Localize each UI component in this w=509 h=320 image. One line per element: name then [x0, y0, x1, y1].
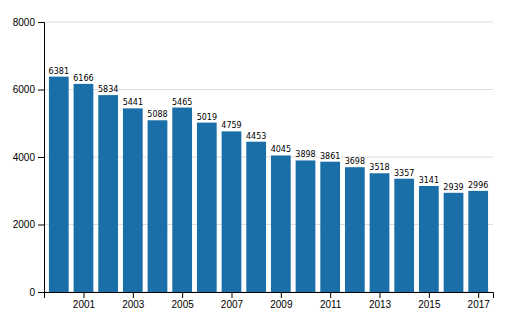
x-tick-label: 2017 — [468, 299, 491, 310]
y-tick-mark — [38, 157, 44, 158]
grid — [44, 22, 493, 292]
x-tick: 2007 — [221, 292, 244, 310]
bar — [370, 173, 390, 292]
x-tick-mark — [429, 292, 430, 298]
bar — [345, 167, 365, 292]
y-tick-label: 8000 — [13, 17, 36, 28]
y-tick: 6000 — [13, 84, 44, 95]
bar — [419, 186, 439, 292]
y-tick-label: 2000 — [13, 219, 36, 230]
plot: 6381 6166 5834 5441 5088 5465 5019 4759 4453 4045… — [13, 17, 494, 310]
bar — [296, 160, 316, 292]
bar — [246, 142, 266, 292]
x-tick-label: 2013 — [369, 299, 392, 310]
x-tick-label: 2007 — [221, 299, 244, 310]
x-tick-mark — [182, 292, 183, 298]
x-tick: 2017 — [468, 292, 491, 310]
y-tick-label: 6000 — [13, 84, 36, 95]
x-tick-mark — [83, 292, 84, 298]
bar — [172, 108, 192, 292]
bar — [320, 162, 340, 292]
y-tick-label: 4000 — [13, 152, 36, 163]
bar — [222, 131, 242, 292]
x-tick-label: 2005 — [172, 299, 195, 310]
y-tick-mark — [38, 225, 44, 226]
bar — [74, 84, 94, 292]
y-tick-label: 0 — [29, 287, 35, 298]
bars — [49, 77, 488, 292]
data-label: 6381 — [49, 67, 69, 76]
data-label: 6166 — [73, 74, 93, 83]
y-tick: 4000 — [13, 152, 44, 163]
y-tick-mark — [38, 90, 44, 91]
data-label: 4453 — [246, 132, 266, 141]
bar — [394, 179, 414, 292]
bar — [98, 95, 118, 292]
x-tick-mark — [380, 292, 381, 298]
x-tick: 2001 — [73, 292, 96, 310]
x-tick-label: 2001 — [73, 299, 96, 310]
bar — [123, 108, 143, 292]
data-label: 3518 — [369, 163, 389, 172]
axis-line — [38, 23, 45, 293]
data-label: 3698 — [345, 157, 365, 166]
bar — [197, 123, 217, 292]
x-tick-mark — [330, 292, 331, 298]
x-tick: 2015 — [418, 292, 441, 310]
data-label: 5088 — [147, 110, 167, 119]
data-labels: 6381 6166 5834 5441 5088 5465 5019 4759 4453 4045… — [49, 67, 489, 192]
bar — [271, 155, 291, 292]
data-label: 3141 — [419, 176, 439, 185]
data-label: 2939 — [443, 183, 463, 192]
data-label: 3357 — [394, 169, 414, 178]
grid-line — [44, 22, 493, 23]
data-label: 5441 — [123, 98, 143, 107]
data-label: 4045 — [271, 145, 291, 154]
y-tick: 0 — [29, 287, 44, 298]
x-tick-label: 2003 — [122, 299, 145, 310]
bar — [49, 77, 69, 292]
x-axis: 2001 2003 2005 2007 2009 2011 2013 2015 2017 — [45, 292, 494, 310]
bar — [468, 191, 488, 292]
chart: 6381 6166 5834 5441 5088 5465 5019 4759 4453 4045… — [0, 0, 509, 320]
data-label: 5465 — [172, 98, 192, 107]
y-tick: 2000 — [13, 219, 44, 230]
x-tick-label: 2011 — [320, 299, 342, 310]
y-tick-mark — [38, 22, 44, 23]
data-label: 2996 — [468, 181, 488, 190]
y-tick: 8000 — [13, 17, 44, 28]
bar — [148, 120, 168, 292]
axis-line — [45, 293, 494, 299]
x-tick-label: 2015 — [418, 299, 441, 310]
x-tick: 2009 — [270, 292, 293, 310]
x-tick: 2011 — [320, 292, 342, 310]
data-label: 5019 — [197, 113, 217, 122]
x-tick: 2013 — [369, 292, 392, 310]
x-tick: 2005 — [172, 292, 195, 310]
y-axis: 0 2000 4000 6000 8000 — [13, 17, 45, 298]
data-label: 5834 — [98, 85, 118, 94]
data-label: 3898 — [295, 150, 315, 159]
x-tick-mark — [478, 292, 479, 298]
x-tick-label: 2009 — [270, 299, 293, 310]
x-tick: 2003 — [122, 292, 145, 310]
x-tick-mark — [133, 292, 134, 298]
data-label: 4759 — [221, 121, 241, 130]
x-tick-mark — [281, 292, 282, 298]
y-tick-mark — [38, 292, 44, 293]
x-tick-mark — [231, 292, 232, 298]
data-label: 3861 — [320, 152, 340, 161]
bar — [444, 193, 464, 292]
